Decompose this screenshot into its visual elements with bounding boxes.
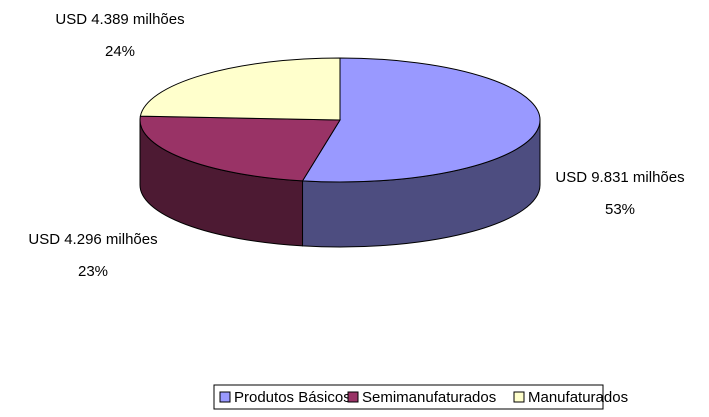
legend-label: Produtos Básicos [234,389,351,406]
legend-box [213,384,604,410]
legend-label: Semimanufaturados [362,389,496,406]
data-label-amount: USD 9.831 milhões [555,169,684,186]
slice [301,57,541,183]
legend-swatch [347,391,359,403]
data-label-amount: USD 4.296 milhões [28,231,157,248]
legend-swatch [513,391,525,403]
slice [139,57,341,121]
slice [139,115,341,182]
data-label-percent: 53% [605,201,635,218]
data-label-percent: 23% [78,263,108,280]
data-label-amount: USD 4.389 milhões [55,11,184,28]
legend-label: Manufaturados [528,389,628,406]
legend-swatch [219,391,231,403]
data-label-percent: 24% [105,43,135,60]
